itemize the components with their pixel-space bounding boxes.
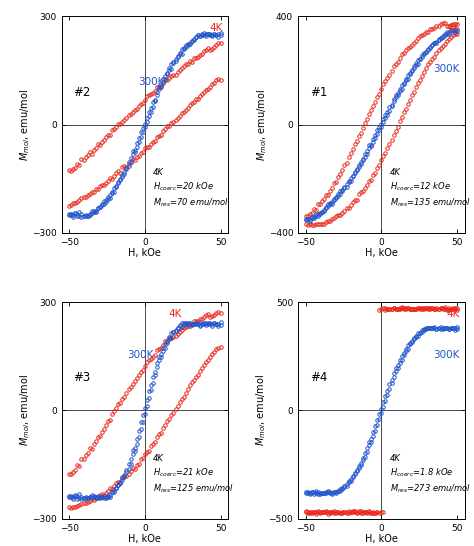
Text: 300K: 300K	[138, 77, 165, 87]
Text: 4K
$H_{coerc}$=12 kOe
$M_{res}$=135 emu/mol: 4K $H_{coerc}$=12 kOe $M_{res}$=135 emu/…	[390, 168, 471, 209]
Y-axis label: $M_{mol}$, emu/mol: $M_{mol}$, emu/mol	[255, 375, 268, 447]
Text: 4K
$H_{coerc}$=20 kOe
$M_{res}$=70 emu/mol: 4K $H_{coerc}$=20 kOe $M_{res}$=70 emu/m…	[153, 168, 229, 209]
Text: 4K
$H_{coerc}$=1.8 kOe
$M_{res}$=273 emu/mol: 4K $H_{coerc}$=1.8 kOe $M_{res}$=273 emu…	[390, 454, 471, 495]
X-axis label: H, kOe: H, kOe	[365, 534, 398, 544]
Text: 300K: 300K	[433, 350, 459, 360]
Text: #4: #4	[310, 371, 327, 384]
X-axis label: H, kOe: H, kOe	[128, 248, 161, 258]
Text: 4K: 4K	[168, 308, 182, 319]
Text: #3: #3	[73, 371, 91, 384]
Y-axis label: $M_{mol}$, emu/mol: $M_{mol}$, emu/mol	[18, 88, 32, 161]
Text: 4K: 4K	[446, 23, 459, 33]
Text: #1: #1	[310, 86, 327, 99]
Text: #2: #2	[73, 86, 91, 99]
Text: 4K: 4K	[210, 23, 223, 33]
Y-axis label: $M_{mol}$, emu/mol: $M_{mol}$, emu/mol	[255, 88, 269, 161]
Text: 4K: 4K	[446, 308, 459, 319]
Text: 300K: 300K	[433, 64, 459, 74]
Text: 300K: 300K	[127, 350, 153, 360]
X-axis label: H, kOe: H, kOe	[365, 248, 398, 258]
Text: 4K
$H_{coerc}$=21 kOe
$M_{res}$=125 emu/mol: 4K $H_{coerc}$=21 kOe $M_{res}$=125 emu/…	[153, 454, 235, 495]
X-axis label: H, kOe: H, kOe	[128, 534, 161, 544]
Y-axis label: $M_{mol}$, emu/mol: $M_{mol}$, emu/mol	[18, 375, 32, 447]
